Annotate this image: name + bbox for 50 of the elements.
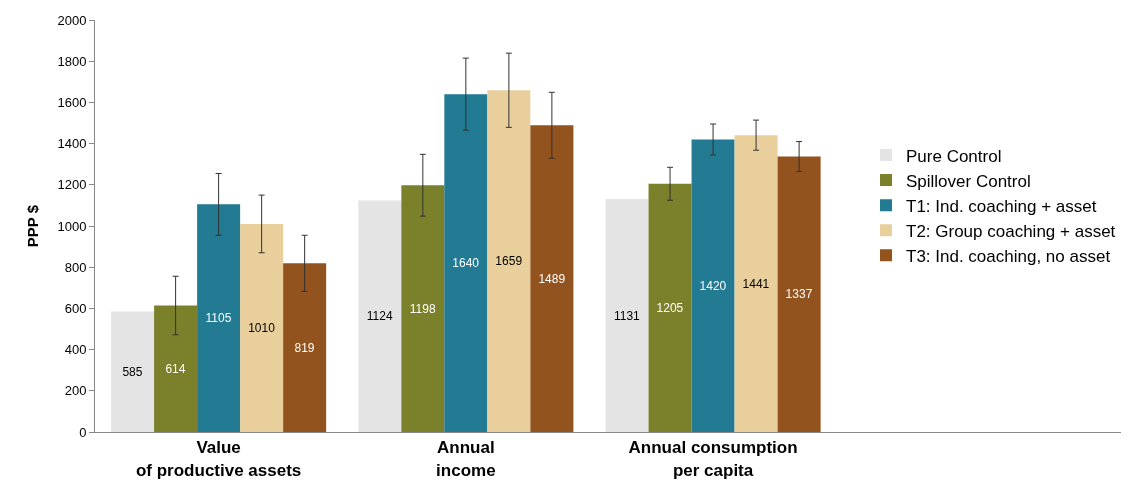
bar <box>487 90 531 432</box>
bar <box>691 139 735 432</box>
legend-label: T1: Ind. coaching + asset <box>906 196 1097 216</box>
legend-label: T3: Ind. coaching, no asset <box>906 246 1111 266</box>
bar <box>240 223 284 432</box>
bar <box>530 125 574 432</box>
bar <box>111 311 155 432</box>
bar <box>401 185 445 432</box>
y-tick-label: 0 <box>79 424 87 440</box>
y-tick-label: 800 <box>64 259 87 275</box>
data-label: 1010 <box>248 320 276 335</box>
y-tick-label: 600 <box>64 300 87 316</box>
data-label: 1198 <box>409 301 436 316</box>
data-label: 1337 <box>785 287 813 302</box>
bar <box>734 135 778 432</box>
bar <box>283 263 327 432</box>
y-axis-title: PPP $ <box>23 204 41 248</box>
data-label: 1131 <box>613 308 641 323</box>
legend-label: Spillover Control <box>906 171 1031 191</box>
bar <box>777 156 821 432</box>
data-label: 1205 <box>656 300 684 315</box>
y-tick-label: 1000 <box>57 218 87 234</box>
data-label: 1105 <box>205 311 232 326</box>
data-label: 1441 <box>742 276 770 291</box>
bar <box>648 183 692 432</box>
data-label: 1124 <box>366 309 393 324</box>
data-label: 614 <box>165 361 186 376</box>
y-tick-label: 400 <box>64 342 87 358</box>
data-label: 1659 <box>495 254 523 269</box>
data-label: 1640 <box>452 256 480 271</box>
y-tick-label: 1600 <box>57 94 87 110</box>
y-tick-label: 1400 <box>57 136 87 152</box>
bar <box>154 305 198 432</box>
y-tick-label: 200 <box>64 383 87 399</box>
y-tick-label: 2000 <box>57 12 87 28</box>
legend-label: T2: Group coaching + asset <box>906 221 1116 241</box>
bar <box>358 200 402 432</box>
bar <box>444 94 488 432</box>
data-label: 1420 <box>699 278 727 293</box>
bar <box>197 204 241 432</box>
data-label: 1489 <box>538 271 566 286</box>
legend-label: Pure Control <box>906 146 1002 166</box>
data-label: 585 <box>122 364 143 379</box>
x-tick-label: Annual income <box>436 438 496 480</box>
y-tick-label: 1800 <box>57 53 87 69</box>
x-tick-label: Annual consumption per capita <box>628 438 798 480</box>
x-tick-label: Value of productive assets <box>135 438 302 480</box>
y-tick-label: 1200 <box>57 177 87 193</box>
data-label: 819 <box>294 340 315 355</box>
bar <box>605 199 649 432</box>
